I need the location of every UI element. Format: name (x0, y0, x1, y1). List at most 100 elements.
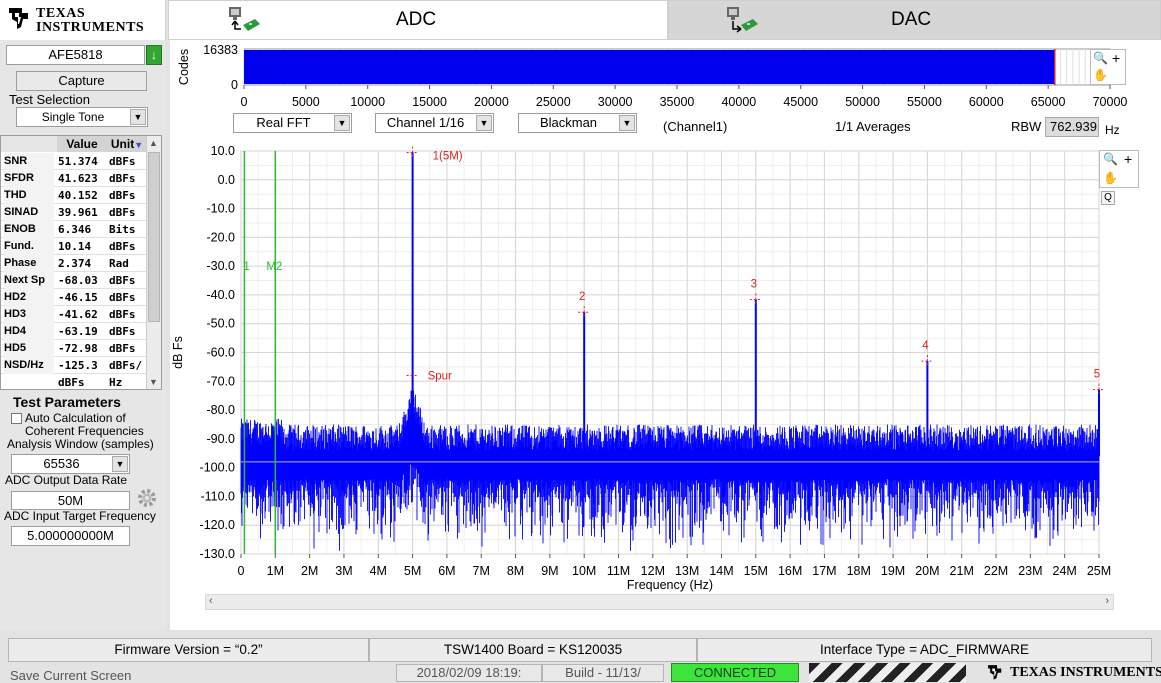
fft-y-tick-label: -50.0 (207, 317, 236, 331)
fft-y-tick-label: -20.0 (207, 230, 236, 244)
codes-tick-label: 40000 (721, 95, 756, 109)
test-selection-label: Test Selection (9, 92, 90, 107)
device-load-button[interactable]: ↓ (146, 45, 162, 65)
main-panel: 16383 0 Codes 0 5000 10000 15000 20000 25000 3000… (170, 40, 1161, 630)
channel-dropdown[interactable]: Channel 1/16 ▼ (375, 113, 494, 133)
metric-name: Fund. (4, 238, 54, 255)
fft-spur-label: Spur (428, 371, 452, 383)
save-screen-link[interactable]: Save Current Screen (10, 668, 132, 683)
table-row: SFDR 41.623 dBFs (1, 170, 147, 187)
scroll-down-icon[interactable]: ▼ (149, 377, 158, 387)
chevron-down-icon: ▼ (619, 115, 635, 131)
ti-brand-text: Texas Instruments (1010, 665, 1161, 680)
fft-plot: 1(5M) 2 3 4 5 Spur 1 M2 10.0 0.0 -10.0 -20.0 -30.0 -4… (171, 144, 1111, 592)
metric-name: HD5 (4, 340, 54, 357)
auto-calc-label-1: Auto Calculation of (25, 411, 126, 425)
tab-dac-label: DAC (891, 9, 932, 30)
auto-calc-checkbox[interactable] (11, 413, 22, 424)
fft-type-dropdown[interactable]: Real FFT ▼ (233, 113, 352, 133)
results-scrollbar[interactable]: ▲ ▼ (146, 136, 161, 389)
scroll-left-icon[interactable]: ‹ (209, 595, 213, 607)
window-value: Blackman (539, 115, 598, 130)
fft-x-tick-label: 20M (915, 564, 939, 578)
fft-y-tick-label: 0.0 (218, 173, 235, 187)
cursor-plus-icon[interactable]: + (1112, 50, 1121, 66)
ti-logo: Texas Instruments (0, 0, 166, 40)
board-info: TSW1400 Board = KS120035 (369, 638, 697, 662)
tab-adc[interactable]: ADC (168, 0, 668, 40)
plot-options-icon[interactable]: Q (1101, 191, 1115, 205)
brand-line-2: Instruments (36, 20, 145, 35)
sort-down-icon: ▼ (134, 140, 144, 150)
scroll-right-icon[interactable]: › (1105, 595, 1109, 607)
metric-name: NSD/Hz (4, 357, 54, 374)
output-rate-field[interactable]: 50M (11, 491, 130, 510)
fft-horizontal-scrollbar[interactable]: ‹ › (205, 594, 1114, 610)
pan-hand-icon[interactable]: ✋ (1093, 68, 1108, 82)
fft-peak-label: 2 (579, 291, 585, 303)
codes-tick-label: 25000 (536, 95, 571, 109)
fft-x-tick-label: 24M (1053, 564, 1077, 578)
test-selection-value: Single Tone (41, 110, 105, 124)
codes-ymax-label: 16383 (203, 43, 238, 57)
table-row: ENOB 6.346 Bits (1, 221, 147, 238)
chevron-down-icon: ▼ (476, 115, 492, 131)
cursor-plus-icon[interactable]: + (1124, 151, 1133, 167)
gear-icon[interactable] (136, 487, 158, 509)
tab-dac[interactable]: DAC (668, 0, 1161, 40)
fft-x-tick-label: 25M (1087, 564, 1111, 578)
metric-value: 40.152 (58, 189, 98, 202)
test-selection-dropdown[interactable]: Single Tone ▼ (16, 107, 148, 127)
tab-adc-label: ADC (396, 9, 437, 30)
scroll-up-icon[interactable]: ▲ (149, 138, 158, 148)
fft-y-tick-label: -30.0 (207, 259, 236, 273)
codes-plot: 16383 0 Codes 0 5000 10000 15000 20000 25000 3000… (177, 43, 1127, 109)
window-dropdown[interactable]: Blackman ▼ (518, 113, 637, 133)
dac-board-icon (727, 7, 758, 33)
metric-unit: dBFs (109, 172, 136, 185)
scroll-thumb[interactable] (148, 152, 160, 322)
metric-name: SNR (4, 153, 54, 170)
codes-ymin-label: 0 (231, 78, 238, 92)
codes-tick-label: 15000 (412, 95, 447, 109)
interface-type: Interface Type = ADC_FIRMWARE (697, 638, 1152, 662)
table-row: HD3 -41.62 dBFs (1, 306, 147, 323)
input-freq-label: ADC Input Target Frequency (4, 509, 156, 523)
fft-y-tick-label: -60.0 (207, 346, 236, 360)
ti-logo-icon (988, 665, 1002, 680)
fft-y-tick-label: -130.0 (200, 547, 235, 561)
fft-x-tick-label: 4M (370, 564, 387, 578)
fft-x-tick-label: 9M (541, 564, 558, 578)
codes-tick-label: 60000 (969, 95, 1004, 109)
fft-x-tick-label: 22M (984, 564, 1008, 578)
capture-button[interactable]: Capture (16, 71, 147, 91)
fft-x-tick-label: 5M (404, 564, 421, 578)
table-row: SINAD 39.961 dBFs (1, 204, 147, 221)
device-select[interactable]: AFE5818 (6, 45, 145, 65)
pan-hand-icon[interactable]: ✋ (1103, 171, 1118, 185)
codes-tick-label: 45000 (783, 95, 818, 109)
fft-x-tick-label: 17M (812, 564, 836, 578)
zoom-icon[interactable]: 🔍 (1103, 152, 1118, 166)
fft-x-tick-label: 1M (267, 564, 284, 578)
input-freq-field[interactable]: 5.000000000M (11, 526, 130, 546)
rbw-value: 762.939 (1045, 117, 1099, 137)
analysis-window-dropdown[interactable]: 65536 ▼ (11, 454, 130, 474)
col-header-unit[interactable]: Unit▼ (107, 136, 147, 152)
table-row: Phase 2.374 Rad (1, 255, 147, 272)
table-row: NSD/Hz -125.3 dBFs/ (1, 357, 147, 374)
metric-unit: dBFs (109, 291, 136, 304)
fft-y-tick-label: -40.0 (207, 288, 236, 302)
fft-cursor-label: 1 (243, 261, 249, 273)
metric-unit: dBFs (109, 274, 136, 287)
fft-x-tick-label: 23M (1018, 564, 1042, 578)
zoom-icon[interactable]: 🔍 (1093, 51, 1108, 65)
metric-value: -125.3 (58, 359, 98, 372)
metric-unit: dBFs (109, 308, 136, 321)
fft-x-tick-label: 21M (950, 564, 974, 578)
unit-header-label: Unit (110, 137, 135, 151)
metric-name: Next Sp (4, 272, 54, 289)
connection-status: CONNECTED (671, 663, 799, 682)
fft-x-tick-label: 15M (744, 564, 768, 578)
metric-value: -41.62 (58, 308, 98, 321)
